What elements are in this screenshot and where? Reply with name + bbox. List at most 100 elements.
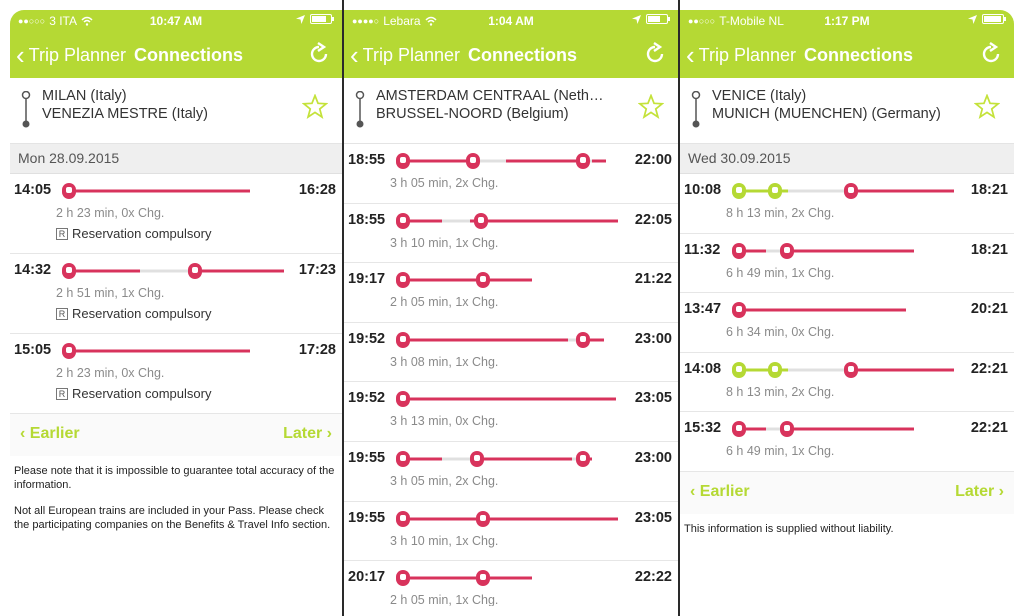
signal-strength-icon: ●●○○○ [688, 16, 716, 26]
reservation-text: Reservation compulsory [72, 306, 212, 321]
back-button[interactable]: Trip Planner [362, 44, 461, 65]
later-label: Later [283, 425, 323, 442]
arrival-time: 22:22 [634, 569, 672, 586]
route-pin-icon [355, 91, 365, 128]
journey-timeline [62, 343, 250, 359]
connection-row[interactable]: 18:55 22:00 3 h 05 min, 2x Chg. [344, 144, 678, 204]
departure-time: 18:55 [348, 152, 386, 168]
refresh-icon[interactable] [308, 42, 330, 66]
later-button[interactable]: Later › [955, 482, 1004, 500]
status-bar: ●●○○○ 3 ITA 10:47 AM [10, 10, 342, 32]
connection-row[interactable]: 15:05 17:28 2 h 23 min, 0x Chg. R Reserva… [10, 334, 342, 414]
back-chevron-icon[interactable]: ‹ [686, 40, 695, 70]
departure-time: 14:08 [684, 360, 722, 377]
journey-timeline [396, 212, 618, 229]
carrier-info: ●●●●○ Lebara [352, 14, 437, 28]
arrival-time: 17:28 [298, 342, 336, 358]
departure-time: 20:17 [348, 569, 386, 586]
connection-row[interactable]: 19:55 23:00 3 h 05 min, 2x Chg. [344, 441, 678, 502]
train-icon [474, 212, 488, 229]
route-header: MILAN (Italy) VENEZIA MESTRE (Italy) [10, 78, 342, 144]
connection-row[interactable]: 18:55 22:05 3 h 10 min, 1x Chg. [344, 203, 678, 264]
connection-list: 18:55 22:00 3 h 05 min, 2x Chg. 18:55 22:05 3… [344, 144, 678, 606]
refresh-icon[interactable] [980, 42, 1002, 66]
journey-timeline [732, 302, 906, 319]
train-icon [396, 510, 410, 527]
connection-row[interactable]: 11:32 18:21 6 h 49 min, 1x Chg. [680, 233, 1014, 294]
duration-text: 3 h 13 min, 0x Chg. [390, 414, 499, 429]
connection-row[interactable]: 14:05 16:28 2 h 23 min, 0x Chg. R Reserva… [10, 174, 342, 254]
favorite-star-icon[interactable] [974, 94, 1000, 120]
connection-row[interactable]: 10:08 18:21 8 h 13 min, 2x Chg. [680, 174, 1014, 234]
train-icon [396, 212, 410, 229]
earlier-label: Earlier [29, 425, 80, 442]
back-button[interactable]: Trip Planner [698, 44, 797, 65]
connection-row[interactable]: 20:17 22:22 2 h 05 min, 1x Chg. [344, 561, 678, 606]
departure-time: 15:32 [684, 420, 722, 437]
status-bar: ●●●●○ Lebara 1:04 AM [344, 10, 678, 32]
favorite-star-icon[interactable] [638, 94, 664, 120]
departure-time: 19:55 [348, 449, 386, 466]
earlier-button[interactable]: ‹ Earlier [20, 425, 80, 442]
arrival-time: 20:21 [970, 301, 1008, 318]
status-time: 10:47 AM [149, 14, 203, 28]
navigation-bar: ‹ Trip Planner Connections [680, 32, 1014, 78]
train-icon [62, 263, 76, 279]
pagination-bar: ‹ Earlier Later › [680, 471, 1014, 514]
favorite-star-icon[interactable] [302, 94, 328, 120]
connection-row[interactable]: 15:32 22:21 6 h 49 min, 1x Chg. [680, 412, 1014, 472]
connection-row[interactable]: 14:32 17:23 2 h 51 min, 1x Chg. R Reserva… [10, 254, 342, 334]
departure-time: 19:55 [348, 509, 386, 526]
page-title: Connections [134, 44, 244, 65]
route-destination: VENEZIA MESTRE (Italy) [42, 106, 208, 122]
page-title: Connections [468, 44, 578, 65]
train-icon [576, 153, 590, 169]
duration-text: 3 h 10 min, 1x Chg. [390, 235, 499, 250]
duration-text: 3 h 10 min, 1x Chg. [390, 533, 499, 548]
train-icon [476, 510, 490, 527]
back-chevron-icon[interactable]: ‹ [16, 40, 25, 70]
duration-text: 6 h 49 min, 1x Chg. [726, 444, 835, 459]
train-icon [62, 343, 76, 359]
connection-row[interactable]: 19:55 23:05 3 h 10 min, 1x Chg. [344, 501, 678, 562]
duration-text: 2 h 05 min, 1x Chg. [390, 593, 499, 606]
navigation-bar: ‹ Trip Planner Connections [10, 32, 342, 78]
train-icon [844, 361, 858, 378]
route-pin-icon [691, 91, 701, 128]
duration-text: 8 h 13 min, 2x Chg. [726, 384, 835, 399]
duration-text: 2 h 51 min, 1x Chg. [56, 286, 165, 300]
connection-row[interactable]: 19:52 23:05 3 h 13 min, 0x Chg. [344, 382, 678, 442]
navigation-bar: ‹ Trip Planner Connections [344, 32, 678, 78]
reservation-note: R Reservation compulsory [56, 306, 211, 321]
later-button[interactable]: Later › [283, 425, 332, 442]
location-arrow-icon [968, 14, 977, 24]
route-pin-icon [21, 91, 31, 128]
refresh-icon[interactable] [644, 42, 666, 66]
back-button[interactable]: Trip Planner [28, 44, 127, 65]
departure-time: 19:17 [348, 271, 386, 288]
train-icon [576, 450, 590, 467]
connection-row[interactable]: 19:17 21:22 2 h 05 min, 1x Chg. [344, 263, 678, 323]
connection-row[interactable]: 13:47 20:21 6 h 34 min, 0x Chg. [680, 293, 1014, 353]
train-icon [470, 450, 484, 467]
carrier-name: Lebara [383, 14, 421, 28]
earlier-button[interactable]: ‹ Earlier [690, 482, 750, 500]
duration-text: 3 h 08 min, 1x Chg. [390, 354, 499, 369]
back-chevron-icon[interactable]: ‹ [350, 40, 359, 70]
route-header: VENICE (Italy) MUNICH (MUENCHEN) (German… [680, 78, 1014, 144]
connection-row[interactable]: 19:52 23:00 3 h 08 min, 1x Chg. [344, 322, 678, 383]
journey-timeline [396, 331, 604, 348]
status-right [968, 14, 1006, 24]
journey-timeline [732, 183, 954, 199]
journey-timeline [396, 570, 532, 587]
arrival-time: 18:21 [970, 182, 1008, 198]
train-icon [844, 183, 858, 199]
top-bar: ●●●●○ Lebara 1:04 AM ‹ Trip Planner Conn… [344, 10, 678, 78]
connection-row[interactable]: 14:08 22:21 8 h 13 min, 2x Chg. [680, 352, 1014, 413]
train-icon [732, 302, 746, 319]
train-icon [732, 183, 746, 199]
departure-time: 14:05 [14, 182, 52, 198]
train-icon [576, 331, 590, 348]
signal-strength-icon: ●●○○○ [18, 16, 46, 26]
arrival-time: 18:21 [970, 241, 1008, 258]
